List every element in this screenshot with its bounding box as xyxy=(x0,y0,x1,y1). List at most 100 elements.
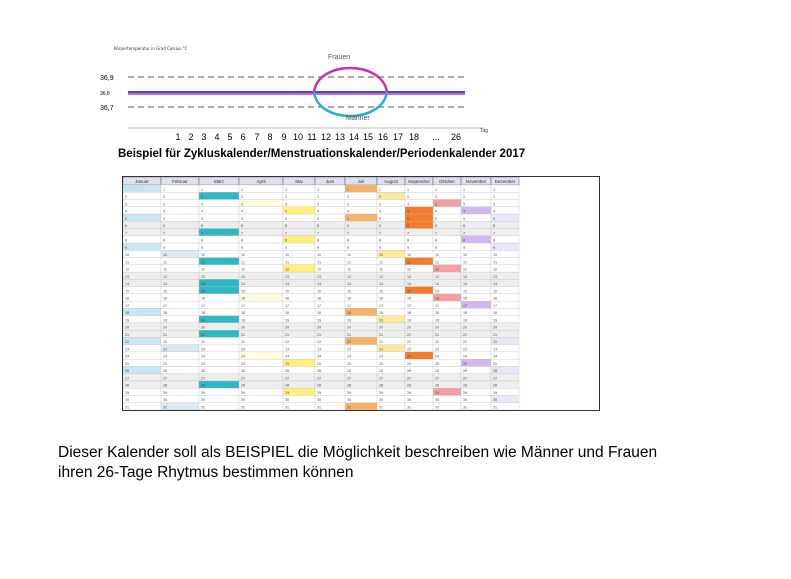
month-header-label: Juli xyxy=(358,179,365,184)
day-number: 13 xyxy=(347,275,351,279)
day-cell xyxy=(238,366,284,374)
day-cell xyxy=(344,221,378,229)
day-number: 6 xyxy=(241,224,243,228)
day-number: 4 xyxy=(347,210,349,214)
day-number: 23 xyxy=(163,347,167,351)
day-number: 29 xyxy=(163,391,167,395)
day-cell xyxy=(198,184,240,193)
day-number: 5 xyxy=(493,217,495,221)
day-number: 24 xyxy=(201,355,205,359)
day-number: 9 xyxy=(201,246,203,250)
day-number: 6 xyxy=(407,224,409,228)
day-cell xyxy=(123,206,162,215)
day-number: 5 xyxy=(347,217,349,221)
caption-line-1: Dieser Kalender soll als BEISPIEL die Mö… xyxy=(58,444,658,461)
day-number: 4 xyxy=(317,210,319,214)
day-number: 30 xyxy=(493,398,497,402)
day-number: 1 xyxy=(379,188,381,192)
day-number: 7 xyxy=(493,231,495,235)
day-number: 9 xyxy=(317,246,319,250)
day-number: 2 xyxy=(493,195,495,199)
day-number: 24 xyxy=(125,355,129,359)
day-cell xyxy=(460,213,492,222)
day-number: 12 xyxy=(463,268,467,272)
day-cell xyxy=(123,228,162,236)
day-number: 25 xyxy=(241,362,245,366)
day-number: 28 xyxy=(241,384,245,388)
day-cell xyxy=(460,206,492,215)
day-number: 23 xyxy=(201,347,205,351)
day-number: 31 xyxy=(317,406,321,410)
day-number: 26 xyxy=(435,369,439,373)
maenner-curve xyxy=(312,91,389,118)
day-number: 14 xyxy=(435,282,439,286)
x-tick-label: 15 xyxy=(363,132,373,142)
day-cell xyxy=(160,199,200,207)
month-header-label: März xyxy=(214,179,225,184)
day-number: 11 xyxy=(435,260,439,264)
day-cell xyxy=(376,206,406,215)
day-number: 2 xyxy=(379,195,381,199)
day-number: 15 xyxy=(317,289,321,293)
day-number: 19 xyxy=(463,318,467,322)
day-number: 9 xyxy=(493,246,495,250)
day-number: 12 xyxy=(435,268,439,272)
day-number: 1 xyxy=(201,188,203,192)
day-number: 27 xyxy=(241,376,245,380)
day-number: 24 xyxy=(379,355,383,359)
day-number: 11 xyxy=(493,260,497,264)
day-number: 29 xyxy=(435,391,439,395)
day-number: 4 xyxy=(407,210,409,214)
day-number: 21 xyxy=(317,333,321,337)
cycle-calendar-image: Januar1234567891011121314151617181920212… xyxy=(122,176,600,411)
day-number: 23 xyxy=(435,347,439,351)
day-cell xyxy=(282,235,316,244)
day-number: 13 xyxy=(201,275,205,279)
month-header-label: Dezember xyxy=(495,179,516,184)
day-number: 13 xyxy=(463,275,467,279)
day-number: 26 xyxy=(241,369,245,373)
day-number: 2 xyxy=(241,195,243,199)
day-cell xyxy=(238,308,284,316)
x-tick-label: 16 xyxy=(378,132,388,142)
highlight-cell xyxy=(123,185,143,191)
day-number: 29 xyxy=(125,391,129,395)
x-tick-labels: 1 2 3 4 5 6 7 8 9 10 11 12 13 14 15 16 17 18... 26 xyxy=(175,132,461,142)
day-number: 20 xyxy=(463,326,467,330)
day-number: 14 xyxy=(285,282,289,286)
day-number: 16 xyxy=(201,297,205,301)
day-number: 15 xyxy=(435,289,439,293)
day-number: 7 xyxy=(463,231,465,235)
day-number: 4 xyxy=(463,210,465,214)
day-cell xyxy=(376,184,406,193)
day-number: 10 xyxy=(407,253,411,257)
day-cell xyxy=(282,242,316,251)
day-number: 16 xyxy=(125,297,129,301)
day-number: 14 xyxy=(241,282,245,286)
day-number: 27 xyxy=(285,376,289,380)
day-cell xyxy=(238,359,284,367)
day-number: 2 xyxy=(163,195,165,199)
day-cell xyxy=(282,213,316,222)
day-number: 8 xyxy=(463,239,465,243)
day-number: 12 xyxy=(163,268,167,272)
month-header-label: Januar xyxy=(135,179,149,184)
day-number: 18 xyxy=(125,311,129,315)
day-cell xyxy=(238,279,284,287)
day-cell xyxy=(123,235,162,244)
x-tick-label: 12 xyxy=(321,132,331,142)
day-number: 8 xyxy=(435,239,437,243)
day-cell xyxy=(238,388,284,396)
day-number: 25 xyxy=(125,362,129,366)
day-number: 4 xyxy=(241,210,243,214)
day-number: 13 xyxy=(435,275,439,279)
day-number: 10 xyxy=(435,253,439,257)
day-number: 30 xyxy=(347,398,351,402)
day-number: 12 xyxy=(347,268,351,272)
day-number: 25 xyxy=(317,362,321,366)
day-number: 18 xyxy=(407,311,411,315)
day-number: 1 xyxy=(493,188,495,192)
day-number: 21 xyxy=(379,333,383,337)
day-number: 28 xyxy=(317,384,321,388)
day-number: 18 xyxy=(435,311,439,315)
